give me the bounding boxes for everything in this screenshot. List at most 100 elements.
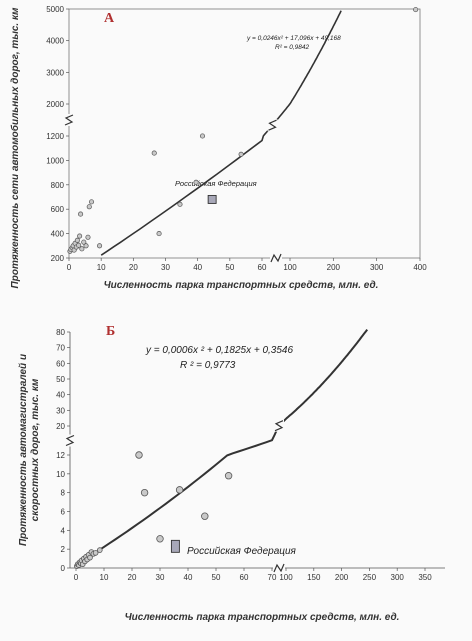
y-tick-label-a: 400 bbox=[51, 230, 65, 239]
data-point-a bbox=[156, 231, 162, 237]
chart-b: Б Протяженность автомагистралей искорост… bbox=[18, 324, 445, 623]
data-point-a bbox=[76, 242, 82, 248]
highlight-russia-a bbox=[207, 194, 217, 204]
data-point-a bbox=[77, 233, 83, 239]
x-tick-label-a: 60 bbox=[258, 263, 267, 272]
annotation-russia-a: Российская Федерация bbox=[175, 179, 257, 188]
svg-text:Протяженность сети автомобильн: Протяженность сети автомобильных дорог, … bbox=[9, 7, 21, 288]
data-point-a bbox=[81, 239, 87, 245]
y-tick-label-b: 8 bbox=[61, 489, 66, 498]
data-point-b bbox=[135, 451, 143, 459]
panel-label-b: Б bbox=[106, 324, 115, 339]
data-point-a bbox=[177, 201, 183, 207]
y-axis-break-b bbox=[65, 434, 75, 447]
y-tick-label-b: 4 bbox=[61, 526, 66, 535]
x-axis-break-b bbox=[273, 563, 285, 573]
x-tick-label-b: 300 bbox=[391, 573, 405, 582]
svg-text:Протяженность автомагистралей: Протяженность автомагистралей искоростны… bbox=[18, 354, 41, 546]
x-tick-label-a: 40 bbox=[193, 263, 202, 272]
x-axis-break-a bbox=[270, 253, 282, 263]
y-tick-label-b: 10 bbox=[56, 470, 65, 479]
x-tick-label-a: 50 bbox=[225, 263, 234, 272]
x-tick-label-b: 10 bbox=[100, 573, 109, 582]
x-tick-label-b: 0 bbox=[74, 573, 79, 582]
panel-label-a: А bbox=[104, 11, 115, 26]
y-tick-label-b: 50 bbox=[56, 375, 65, 384]
regression-equation-a: y = 0,0246x² + 17,096x + 49,168 bbox=[246, 35, 341, 42]
plot-frame-a bbox=[68, 8, 421, 259]
r-squared-b: R ² = 0,9773 bbox=[180, 360, 236, 371]
data-point-b bbox=[156, 535, 164, 543]
y-tick-label-a: 2000 bbox=[46, 100, 64, 109]
data-point-a bbox=[78, 211, 84, 217]
y-tick-label-b: 0 bbox=[61, 564, 66, 573]
x-tick-label-a: 30 bbox=[161, 263, 170, 272]
y-tick-label-b: 6 bbox=[61, 508, 66, 517]
y-tick-label-a: 1200 bbox=[46, 132, 64, 141]
x-tick-label-a: 400 bbox=[413, 263, 427, 272]
data-point-a bbox=[199, 133, 206, 139]
y-tick-label-a: 1000 bbox=[46, 156, 64, 165]
y-tick-label-a: 600 bbox=[51, 205, 65, 214]
trend-line-a bbox=[100, 10, 342, 256]
y-tick-label-a: 4000 bbox=[46, 37, 64, 46]
data-point-b bbox=[201, 512, 209, 520]
y-tick-label-b: 80 bbox=[56, 328, 65, 337]
x-tick-label-b: 50 bbox=[212, 573, 221, 582]
x-tick-label-b: 70 bbox=[268, 573, 277, 582]
x-tick-label-b: 350 bbox=[418, 573, 432, 582]
y-tick-label-b: 60 bbox=[56, 359, 65, 368]
y-tick-label-a: 5000 bbox=[46, 5, 64, 14]
y-tick-label-a: 800 bbox=[51, 181, 65, 190]
data-point-a bbox=[151, 150, 157, 156]
highlight-russia-b bbox=[170, 539, 180, 553]
x-axis-label-b: Численность парка транспортных средств, … bbox=[125, 612, 400, 623]
y-tick-label-a: 3000 bbox=[46, 68, 64, 77]
regression-equation-b: y = 0,0006x ² + 0,1825x + 0,3546 bbox=[145, 345, 293, 356]
y-axis-label-a: Протяженность сети автомобильных дорог, … bbox=[9, 7, 21, 288]
annotation-russia-b: Российская Федерация bbox=[187, 546, 297, 557]
x-tick-label-b: 40 bbox=[184, 573, 193, 582]
data-point-a bbox=[74, 237, 80, 243]
y-tick-label-a: 200 bbox=[51, 254, 65, 263]
x-tick-label-a: 20 bbox=[129, 263, 138, 272]
x-tick-label-a: 0 bbox=[67, 263, 72, 272]
x-tick-label-b: 150 bbox=[307, 573, 321, 582]
x-tick-label-a: 300 bbox=[370, 263, 384, 272]
data-point-b bbox=[175, 486, 184, 494]
x-tick-label-a: 200 bbox=[327, 263, 341, 272]
x-tick-label-b: 60 bbox=[240, 573, 249, 582]
trend-line-b bbox=[75, 329, 369, 566]
y-tick-label-b: 30 bbox=[56, 406, 65, 415]
data-point-b bbox=[224, 472, 233, 480]
data-point-a bbox=[86, 204, 92, 210]
x-tick-label-a: 100 bbox=[283, 263, 297, 272]
r-squared-a: R² = 0,9842 bbox=[275, 44, 310, 51]
y-tick-label-b: 12 bbox=[56, 451, 65, 460]
data-point-b bbox=[97, 547, 103, 553]
y-axis-break-a bbox=[64, 114, 74, 126]
trend-break-a bbox=[268, 119, 277, 131]
trend-break-b bbox=[274, 420, 284, 432]
data-point-a bbox=[85, 234, 91, 240]
y-axis-label-b: Протяженность автомагистралей искоростны… bbox=[18, 354, 41, 546]
data-point-b bbox=[87, 554, 93, 561]
data-point-a bbox=[88, 199, 95, 205]
data-point-a bbox=[97, 243, 103, 249]
x-axis-label-a: Численность парка транспортных средств, … bbox=[104, 280, 379, 291]
x-tick-label-b: 30 bbox=[156, 573, 165, 582]
data-point-b bbox=[140, 488, 149, 497]
data-point-a bbox=[413, 7, 419, 13]
y-tick-label-b: 2 bbox=[61, 545, 66, 554]
chart-a: А Протяженность сети автомобильных дорог… bbox=[9, 5, 427, 291]
data-point-a bbox=[238, 151, 244, 157]
data-point-a bbox=[193, 179, 199, 185]
x-tick-label-b: 200 bbox=[335, 573, 349, 582]
data-point-a bbox=[83, 243, 89, 249]
data-point-b bbox=[92, 550, 99, 556]
x-tick-label-b: 250 bbox=[363, 573, 377, 582]
y-tick-label-b: 70 bbox=[56, 344, 65, 353]
x-tick-label-a: 10 bbox=[97, 263, 106, 272]
y-tick-label-b: 20 bbox=[56, 422, 65, 431]
x-tick-label-b: 100 bbox=[279, 573, 293, 582]
